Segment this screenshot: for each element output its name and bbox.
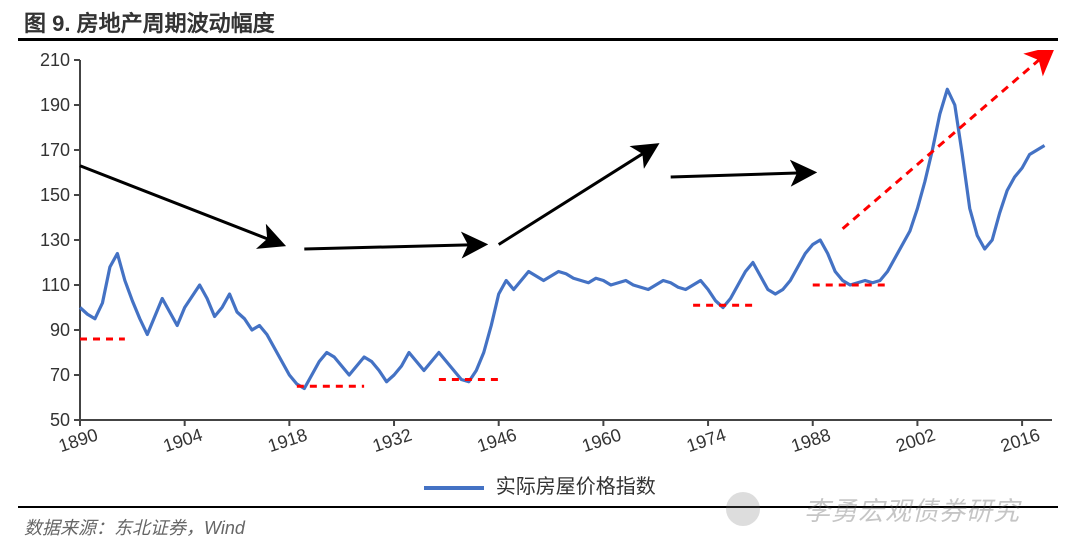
- svg-text:130: 130: [40, 230, 70, 250]
- svg-text:2002: 2002: [893, 425, 937, 456]
- trend-arrow: [671, 173, 813, 178]
- watermark-icon: [726, 492, 760, 526]
- svg-text:190: 190: [40, 95, 70, 115]
- trend-arrow: [499, 146, 656, 245]
- svg-text:50: 50: [50, 410, 70, 430]
- trend-arrow: [80, 166, 282, 245]
- projection-arrow: [843, 50, 1052, 229]
- svg-text:1932: 1932: [370, 425, 414, 456]
- svg-text:1918: 1918: [265, 425, 309, 456]
- svg-text:110: 110: [41, 275, 70, 295]
- chart-title: 图 9. 房地产周期波动幅度: [24, 6, 275, 38]
- svg-text:1904: 1904: [161, 425, 205, 456]
- svg-text:2016: 2016: [998, 425, 1042, 456]
- svg-text:170: 170: [40, 140, 70, 160]
- legend-label: 实际房屋价格指数: [496, 476, 656, 498]
- legend-swatch: [424, 486, 484, 490]
- svg-text:210: 210: [40, 50, 70, 70]
- watermark-text: 李勇宏观债券研究: [804, 491, 1020, 528]
- source-text: 数据来源：东北证券，Wind: [24, 514, 245, 540]
- svg-text:1946: 1946: [475, 425, 519, 456]
- svg-text:1960: 1960: [579, 425, 623, 456]
- trend-arrow: [304, 245, 483, 250]
- svg-text:1988: 1988: [789, 425, 833, 456]
- line-chart: 5070901101301501701902101890190419181932…: [18, 50, 1062, 470]
- series-line: [80, 89, 1045, 388]
- svg-text:70: 70: [50, 365, 70, 385]
- svg-text:1974: 1974: [684, 425, 728, 456]
- svg-text:90: 90: [50, 320, 70, 340]
- svg-text:150: 150: [40, 185, 70, 205]
- title-rule: [18, 38, 1058, 41]
